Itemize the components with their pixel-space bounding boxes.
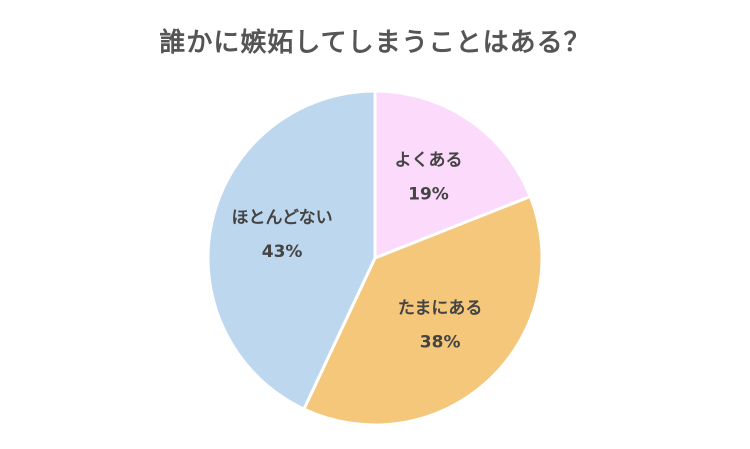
chart-title: 誰かに嫉妬してしまうことはある？: [159, 28, 591, 58]
slice-1-label: よくある: [395, 150, 463, 170]
slice-3-percent: 43%: [262, 242, 303, 262]
slice-2: [302, 195, 544, 427]
pie-slices: [206, 89, 544, 427]
slice-2-label: たまにある: [398, 298, 483, 318]
slice-3: [206, 89, 377, 411]
slice-1: [373, 89, 532, 260]
slice-2-percent: 38%: [420, 332, 461, 352]
slice-1-percent: 19%: [408, 184, 449, 204]
slice-3-label: ほとんどない: [232, 208, 333, 228]
pie-labels: よくある 19% たまにある 38% ほとんどない 43%: [232, 150, 483, 352]
